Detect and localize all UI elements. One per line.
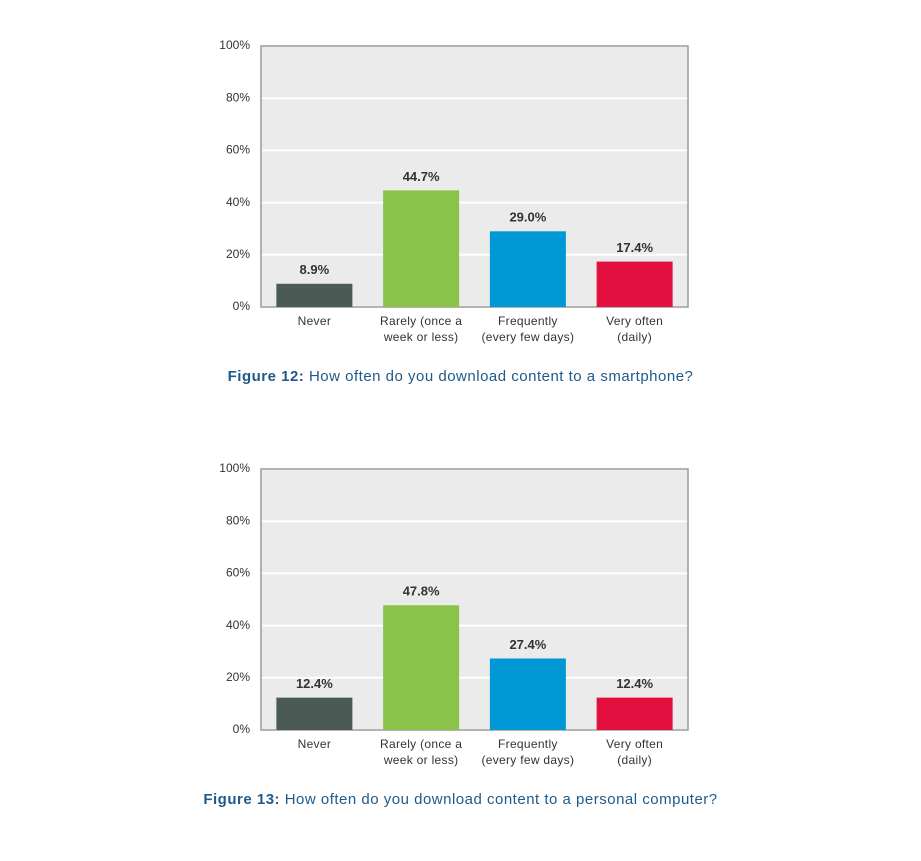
value-label: 12.4% bbox=[616, 676, 653, 691]
x-tick-label: Frequently (every few days) bbox=[481, 314, 575, 344]
bar bbox=[596, 697, 673, 730]
y-tick-label: 0% bbox=[233, 722, 251, 736]
value-label: 44.7% bbox=[403, 169, 440, 184]
caption-text: How often do you download content to a p… bbox=[284, 791, 718, 808]
bar bbox=[489, 231, 566, 307]
bar bbox=[383, 605, 460, 730]
caption: Figure 13: How often do you download con… bbox=[0, 791, 921, 808]
plot-border bbox=[260, 468, 689, 731]
y-tick-label: 60% bbox=[226, 566, 250, 580]
x-tick-label: Frequently (every few days) bbox=[481, 737, 575, 767]
caption-label: Figure 13: bbox=[203, 791, 281, 808]
y-tick-label: 0% bbox=[233, 299, 251, 313]
y-tick-label: 20% bbox=[226, 247, 250, 261]
bar bbox=[383, 190, 460, 307]
y-tick-label: 100% bbox=[219, 38, 250, 52]
bar bbox=[276, 697, 353, 730]
bar bbox=[596, 261, 673, 307]
value-label: 12.4% bbox=[296, 676, 333, 691]
value-label: 27.4% bbox=[509, 637, 546, 652]
x-tick-label: Very often (daily) bbox=[606, 737, 664, 767]
x-tick-label: Very often (daily) bbox=[606, 314, 664, 344]
caption: Figure 12: How often do you download con… bbox=[0, 368, 921, 385]
bar bbox=[276, 283, 353, 307]
x-tick-label: Never bbox=[297, 737, 332, 751]
y-tick-label: 60% bbox=[226, 143, 250, 157]
plot-border bbox=[260, 45, 689, 308]
y-tick-label: 80% bbox=[226, 90, 250, 104]
value-label: 47.8% bbox=[403, 584, 440, 599]
caption-text: How often do you download content to a s… bbox=[308, 368, 694, 385]
caption-label: Figure 12: bbox=[227, 368, 305, 385]
y-tick-label: 100% bbox=[219, 461, 250, 475]
value-label: 17.4% bbox=[616, 240, 653, 255]
y-tick-label: 40% bbox=[226, 195, 250, 209]
y-tick-label: 80% bbox=[226, 513, 250, 527]
bar bbox=[489, 658, 566, 730]
value-label: 29.0% bbox=[509, 210, 546, 225]
x-tick-label: Rarely (once a week or less) bbox=[380, 737, 463, 767]
plot-area bbox=[261, 469, 688, 730]
x-tick-label: Never bbox=[297, 314, 332, 328]
value-label: 8.9% bbox=[300, 262, 330, 277]
y-tick-label: 20% bbox=[226, 670, 250, 684]
x-tick-label: Rarely (once a week or less) bbox=[380, 314, 463, 344]
y-tick-label: 40% bbox=[226, 618, 250, 632]
